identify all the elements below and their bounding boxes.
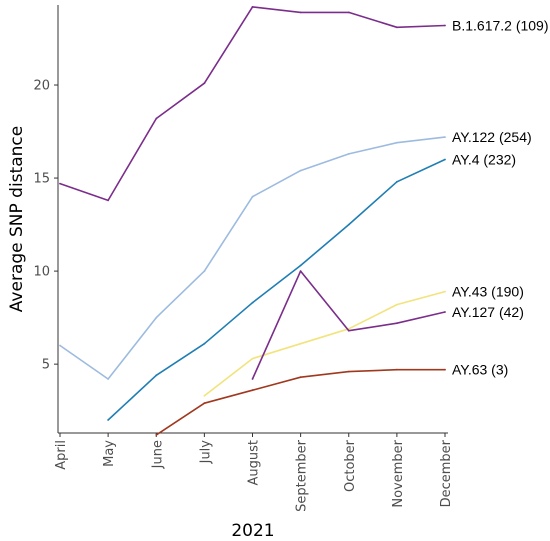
y-tick-label: 15 [33, 172, 50, 187]
x-tick-label: July [198, 440, 213, 465]
series-label: AY.63 (3) [452, 362, 508, 378]
series-point [444, 158, 446, 161]
x-tick-label: May [102, 440, 117, 467]
series-label: AY.43 (190) [452, 284, 524, 300]
series-point [299, 376, 302, 379]
series-point [444, 368, 446, 371]
series-point [299, 11, 302, 14]
x-tick-label: September [295, 439, 310, 512]
series-point [59, 344, 61, 347]
y-tick-label: 5 [42, 358, 50, 373]
series-line [251, 270, 446, 380]
series-point [347, 223, 350, 226]
y-ticks: 5 10 15 20 [33, 79, 58, 373]
series-point [396, 180, 398, 183]
series-point [299, 342, 302, 345]
x-tick-label: November [391, 439, 406, 507]
series-point [347, 370, 350, 373]
series-point [251, 378, 254, 380]
series-point [107, 378, 109, 380]
series-point [396, 141, 398, 144]
series-point [203, 394, 206, 397]
series-point [203, 270, 206, 272]
series-point [444, 24, 446, 27]
series-point [155, 117, 158, 120]
series-point [347, 329, 350, 332]
series-line [155, 368, 445, 436]
series-point [396, 26, 398, 29]
y-tick-label: 20 [33, 79, 50, 94]
series-point [251, 6, 254, 8]
series-line [107, 158, 446, 421]
series-point [347, 153, 350, 155]
series-point [203, 402, 206, 405]
series-point [107, 419, 109, 421]
x-tick-label: October [343, 439, 358, 492]
series-line [203, 290, 446, 397]
series-point [444, 311, 446, 313]
series-point [299, 270, 302, 272]
y-axis-title: Average SNP distance [7, 126, 27, 312]
y-tick-label: 10 [33, 265, 50, 280]
series-line [59, 6, 446, 202]
series-point [203, 82, 206, 85]
series-point [396, 303, 398, 306]
series-point [251, 357, 254, 360]
series-point [155, 434, 158, 436]
x-axis-title: 2021 [231, 521, 274, 541]
series-point [396, 322, 398, 325]
series-point [251, 301, 254, 304]
series-line [59, 136, 446, 380]
series-point [251, 195, 254, 198]
series-point [251, 389, 254, 392]
series-label: AY.4 (232) [452, 151, 516, 167]
series-point [107, 199, 109, 202]
series-label: AY.122 (254) [452, 129, 532, 145]
series-point [396, 368, 398, 371]
x-tick-label: December [439, 439, 454, 507]
x-tick-label: June [150, 440, 165, 469]
series-lines [59, 6, 446, 436]
series-point [155, 316, 158, 319]
series-label: AY.127 (42) [452, 304, 524, 320]
series-point [444, 136, 446, 139]
x-tick-label: April [54, 440, 69, 470]
series-point [347, 11, 350, 14]
series-label: B.1.617.2 (109) [452, 17, 549, 33]
series-point [155, 374, 158, 377]
x-tick-label: August [247, 440, 262, 486]
series-point [299, 169, 302, 172]
series-point [299, 264, 302, 267]
x-ticks: April May June July August September October No… [54, 433, 454, 512]
series-point [444, 290, 446, 293]
series-point [203, 342, 206, 345]
series-point [59, 182, 61, 185]
series-labels: B.1.617.2 (109) AY.122 (254) AY.4 (232) AY.… [452, 17, 549, 377]
